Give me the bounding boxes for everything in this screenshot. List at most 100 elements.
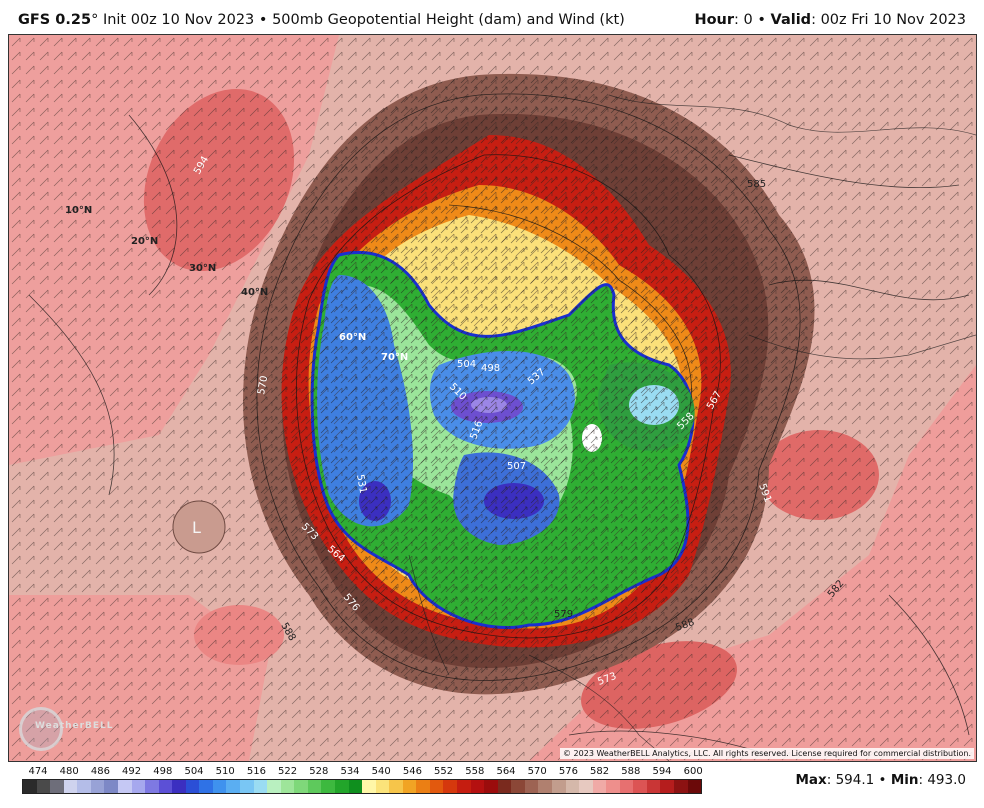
contour-label: 504 — [457, 359, 476, 370]
colorbar — [22, 779, 702, 794]
colorbar-swatch — [199, 780, 213, 793]
latitude-label: 40°N — [241, 287, 269, 298]
colorbar-swatch — [253, 780, 268, 793]
colorbar-swatch — [185, 780, 200, 793]
colorbar-label: 594 — [652, 766, 672, 777]
title-bar: GFS 0.25° Init 00z 10 Nov 2023 • 500mb G… — [0, 0, 984, 34]
colorbar-swatch — [77, 780, 91, 793]
colorbar-swatch — [674, 780, 688, 793]
colorbar-label: 510 — [215, 766, 235, 777]
colorbar-swatch — [497, 780, 512, 793]
valid-separator: • — [757, 12, 766, 28]
colorbar-swatch — [646, 780, 661, 793]
colorbar-swatch — [592, 780, 607, 793]
colorbar-swatch — [470, 780, 485, 793]
colorbar-label: 600 — [683, 766, 703, 777]
colorbar-swatch — [131, 780, 146, 793]
colorbar-swatch — [50, 780, 64, 793]
colorbar-swatch — [443, 780, 457, 793]
colorbar-swatch — [524, 780, 539, 793]
copyright-notice: © 2023 WeatherBELL Analytics, LLC. All r… — [560, 748, 974, 759]
colorbar-label: 558 — [465, 766, 485, 777]
latitude-label: 60°N — [339, 332, 367, 343]
colorbar-swatch — [348, 780, 363, 793]
weatherbell-logo: WeatherBELL — [15, 705, 113, 751]
colorbar-label: 552 — [434, 766, 454, 777]
colorbar-label: 570 — [527, 766, 547, 777]
colorbar-swatch — [687, 780, 702, 793]
colorbar-label: 504 — [184, 766, 204, 777]
colorbar-swatch — [294, 780, 308, 793]
coastlines — [408, 94, 976, 761]
latitude-label: 70°N — [381, 352, 409, 363]
colorbar-swatch — [633, 780, 647, 793]
colorbar-swatch — [145, 780, 159, 793]
colorbar-label: 582 — [590, 766, 610, 777]
title-separator: • — [258, 12, 268, 28]
logo-text: WeatherBELL — [35, 721, 114, 731]
colorbar-swatch — [429, 780, 444, 793]
max-value: : 594.1 — [826, 772, 875, 788]
colorbar-label: 546 — [402, 766, 422, 777]
colorbar-tick-labels: 474 480 486 492 498 504 510 516 522 528 534 540 546 5… — [22, 766, 702, 778]
contour-label: 585 — [747, 179, 766, 190]
colorbar-swatch — [565, 780, 580, 793]
colorbar-swatch — [104, 780, 118, 793]
colorbar-label: 474 — [28, 766, 48, 777]
contour-label: 570 — [256, 375, 270, 396]
colorbar-swatch — [158, 780, 173, 793]
colorbar-swatch — [606, 780, 620, 793]
colorbar-swatch — [402, 780, 417, 793]
model-name: GFS 0.25 — [18, 12, 92, 28]
colorbar-swatch — [484, 780, 498, 793]
colorbar-swatch — [579, 780, 593, 793]
colorbar-label: 486 — [90, 766, 110, 777]
colorbar-swatch — [538, 780, 552, 793]
low-pressure-label: L — [192, 518, 201, 537]
colorbar-swatch — [23, 780, 37, 793]
colorbar-swatch — [321, 780, 335, 793]
latitude-label: 30°N — [189, 263, 217, 274]
colorbar-swatch — [90, 780, 105, 793]
contour-label: 531 — [354, 474, 368, 495]
chart-title: GFS 0.25° Init 00z 10 Nov 2023 • 500mb G… — [18, 12, 625, 28]
valid-label: Valid — [770, 12, 812, 28]
contour-label: 498 — [481, 363, 500, 374]
colorbar-label: 540 — [371, 766, 391, 777]
max-label: Max — [795, 772, 827, 788]
hour-label: Hour — [694, 12, 735, 28]
colorbar-swatch — [280, 780, 295, 793]
wind-barbs-jet — [243, 73, 815, 695]
colorbar-swatch — [226, 780, 240, 793]
valid-info: Hour: 0 • Valid: 00z Fri 10 Nov 2023 — [694, 12, 966, 28]
valid-value: : 00z Fri 10 Nov 2023 — [811, 12, 966, 28]
colorbar-swatch — [334, 780, 349, 793]
colorbar-swatch — [457, 780, 471, 793]
height-field-map: L 594 585 570 567 558 564 573 576 588 59… — [9, 35, 976, 761]
colorbar-swatch — [307, 780, 322, 793]
colorbar-label: 516 — [246, 766, 266, 777]
degree-sign: ° — [91, 12, 99, 28]
map-panel: L 594 585 570 567 558 564 573 576 588 59… — [8, 34, 977, 762]
hour-value: : 0 — [734, 12, 753, 28]
colorbar-swatch — [362, 780, 376, 793]
init-time: Init 00z 10 Nov 2023 — [102, 12, 255, 28]
contour-label: 579 — [554, 609, 573, 620]
colorbar-swatch — [240, 780, 254, 793]
low-marker-ring — [172, 500, 226, 554]
stats-separator: • — [878, 772, 887, 788]
colorbar-swatch — [212, 780, 227, 793]
min-value: : 493.0 — [918, 772, 967, 788]
latitude-label: 20°N — [131, 236, 159, 247]
field-stats: Max: 594.1 • Min: 493.0 — [795, 772, 966, 788]
colorbar-swatch — [63, 780, 78, 793]
colorbar-swatch — [172, 780, 186, 793]
colorbar-label: 528 — [309, 766, 329, 777]
colorbar-label: 498 — [153, 766, 173, 777]
latitude-label: 10°N — [65, 205, 93, 216]
colorbar-label: 534 — [340, 766, 360, 777]
colorbar-label: 492 — [122, 766, 142, 777]
colorbar-swatch — [375, 780, 390, 793]
colorbar-swatch — [267, 780, 281, 793]
colorbar-label: 522 — [278, 766, 298, 777]
